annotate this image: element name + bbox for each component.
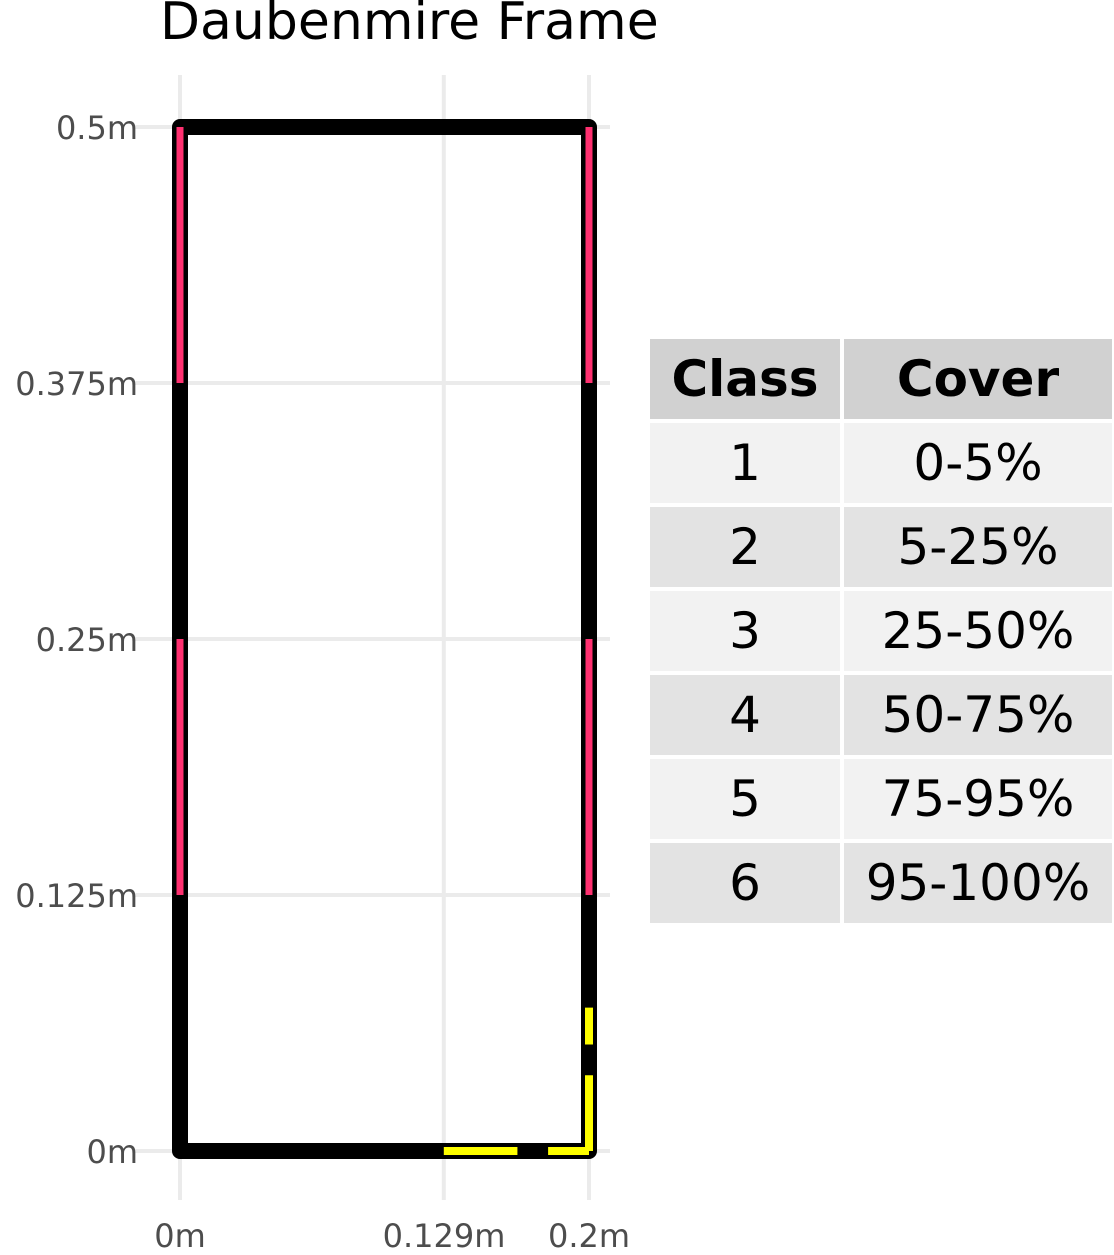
grid-lines [132, 75, 610, 1200]
table-row: 6 95-100% [650, 843, 1112, 923]
table-row: 2 5-25% [650, 507, 1112, 587]
table-row: 1 0-5% [650, 423, 1112, 503]
cover-class-table: Class Cover 1 0-5% 2 5-25% 3 25-50% 4 50… [646, 335, 1114, 927]
table-row: 3 25-50% [650, 591, 1112, 671]
class-cell: 1 [650, 423, 840, 503]
cover-cell: 50-75% [844, 675, 1112, 755]
y-tick-label: 0.375m [15, 365, 138, 403]
class-cell: 4 [650, 675, 840, 755]
y-tick-label: 0m [86, 1133, 138, 1171]
y-tick-label: 0.125m [15, 877, 138, 915]
class-cell: 6 [650, 843, 840, 923]
table-header-row: Class Cover [650, 339, 1112, 419]
table-row: 4 50-75% [650, 675, 1112, 755]
y-tick-label: 0.5m [55, 109, 138, 147]
cover-cell: 95-100% [844, 843, 1112, 923]
header-class: Class [650, 339, 840, 419]
cover-cell: 25-50% [844, 591, 1112, 671]
chart-title: Daubenmire Frame [160, 0, 659, 52]
class-cell: 3 [650, 591, 840, 671]
x-tick-label: 0.2m [547, 1217, 631, 1255]
header-cover: Cover [844, 339, 1112, 419]
x-tick-label: 0.129m [382, 1217, 506, 1255]
frame-outline [172, 119, 597, 1159]
class-cell: 5 [650, 759, 840, 839]
class-cell: 2 [650, 507, 840, 587]
table-row: 5 75-95% [650, 759, 1112, 839]
cover-cell: 75-95% [844, 759, 1112, 839]
cover-cell: 0-5% [844, 423, 1112, 503]
y-tick-label: 0.25m [35, 621, 138, 659]
x-tick-label: 0m [154, 1217, 206, 1255]
cover-cell: 5-25% [844, 507, 1112, 587]
frame-diagram [132, 75, 610, 1200]
